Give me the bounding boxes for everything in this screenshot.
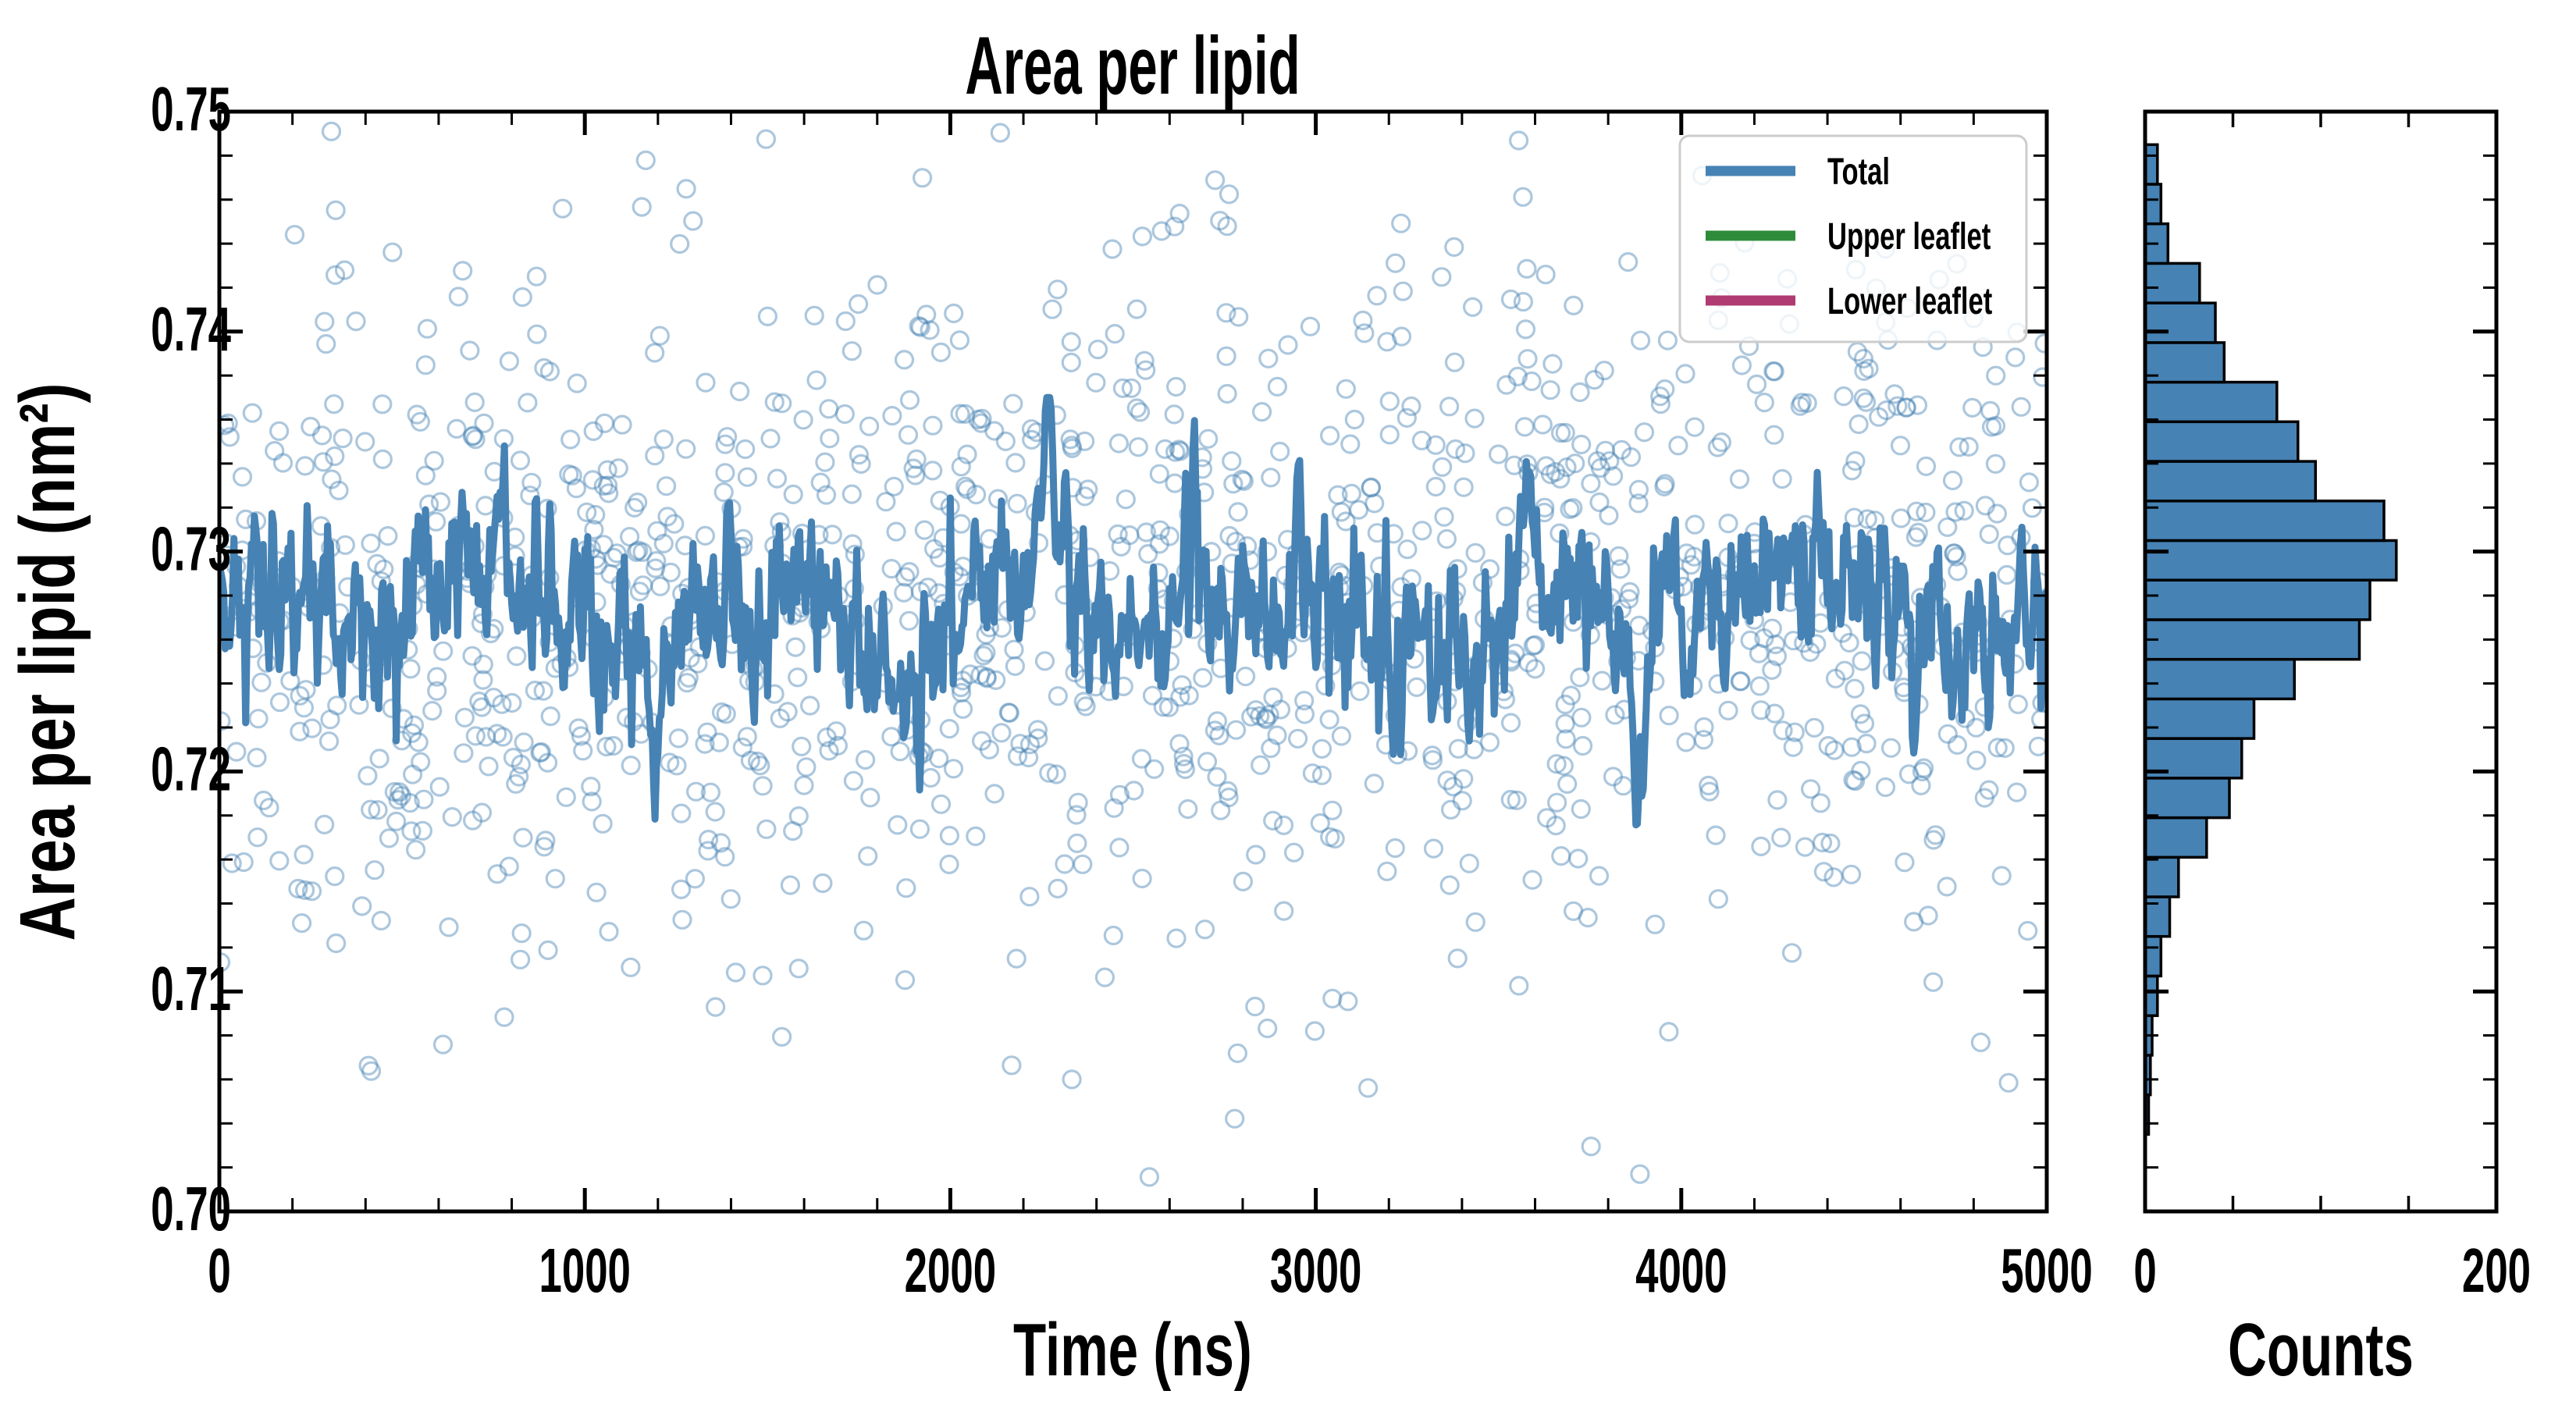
svg-text:200: 200 — [2462, 1236, 2531, 1306]
svg-text:0.71: 0.71 — [151, 955, 231, 1024]
svg-text:0.72: 0.72 — [151, 735, 231, 805]
hist-x-axis-label: Counts — [2228, 1307, 2414, 1392]
plot-layers: 0 1000 2000 3000 4000 50000.700.710.720.730.7… — [151, 75, 2531, 1306]
legend-box — [1678, 134, 2028, 343]
tick-labels: 0 1000 2000 3000 4000 50000.700.710.720.730.7… — [151, 75, 2531, 1306]
chart-title: Area per lipid — [965, 20, 1300, 112]
svg-text:0.74: 0.74 — [151, 295, 231, 365]
svg-text:0: 0 — [2133, 1236, 2156, 1306]
svg-text:3000: 3000 — [1270, 1236, 1361, 1306]
y-axis-label: Area per lipid (nm²) — [5, 383, 92, 941]
total-average-line — [219, 393, 2047, 829]
svg-text:0.70: 0.70 — [151, 1175, 231, 1244]
svg-text:0: 0 — [208, 1236, 230, 1306]
svg-text:4000: 4000 — [1635, 1236, 1727, 1306]
legend-label-lower-leaflet: Lower leaflet — [1827, 279, 1992, 322]
svg-text:0.73: 0.73 — [151, 515, 231, 585]
legend-label-total: Total — [1827, 150, 1890, 192]
svg-text:2000: 2000 — [905, 1236, 996, 1306]
svg-text:5000: 5000 — [2001, 1236, 2092, 1306]
x-axis-label: Time (ns) — [1013, 1307, 1252, 1392]
svg-text:0.75: 0.75 — [151, 75, 231, 144]
histogram-bars — [2145, 143, 2398, 1136]
svg-text:1000: 1000 — [539, 1236, 630, 1306]
tick-marks — [217, 109, 2496, 1214]
legend-label-upper-leaflet: Upper leaflet — [1827, 215, 1991, 257]
legend: Total Upper leaflet Lower leaflet — [1678, 134, 2028, 343]
